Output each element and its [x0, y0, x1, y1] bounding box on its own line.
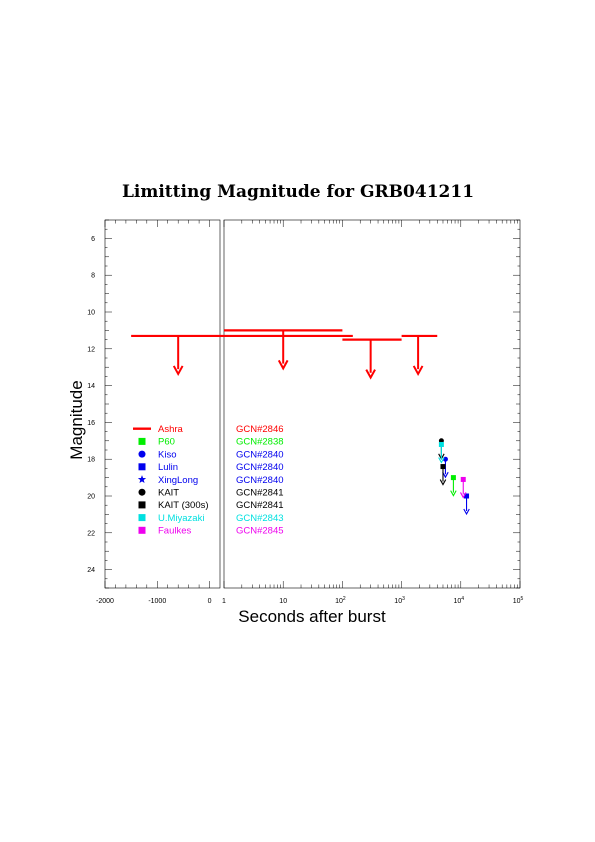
legend-marker: [138, 450, 146, 458]
legend: Ashra GCN#2846 P60 GCN#2838 Kiso GCN#2840 Luli…: [133, 424, 284, 537]
x-log-tick-label: 104: [454, 596, 465, 605]
legend-series-name: KAIT (300s): [158, 500, 209, 511]
data-point: [438, 441, 444, 447]
y-axis-title: Magnitude: [67, 380, 86, 459]
legend-marker: [137, 475, 147, 484]
x-log-tick-label: 103: [394, 596, 405, 605]
y-tick-label: 18: [87, 457, 95, 464]
legend-marker: [138, 501, 146, 509]
ashra-limit-arrow-head: [365, 369, 376, 380]
legend-series-ref: GCN#2841: [236, 488, 284, 499]
x-log-tick-base: 10: [335, 598, 343, 605]
x-tick-label: -2000: [96, 598, 114, 605]
ashra-limit-arrow-head: [412, 365, 424, 376]
legend-series-ref: GCN#2838: [236, 437, 284, 448]
y-tick-label: 8: [91, 273, 95, 280]
legend-series-ref: GCN#2840: [236, 462, 284, 473]
y-tick-label: 20: [87, 494, 95, 501]
legend-series-ref: GCN#2846: [236, 424, 284, 435]
legend-marker: [138, 526, 146, 534]
legend-series-ref: GCN#2843: [236, 513, 284, 524]
legend-series-ref: GCN#2840: [236, 475, 284, 486]
y-tick-label: 6: [91, 236, 95, 243]
x-log-tick-exponent: 5: [521, 596, 524, 602]
legend-series-ref: GCN#2840: [236, 449, 284, 460]
y-tick-label: 10: [87, 310, 95, 317]
x-log-tick-exponent: 3: [402, 596, 405, 602]
limit-arrow-head: [438, 457, 445, 464]
y-tick-label: 16: [87, 420, 95, 427]
ashra-limit-arrow-head: [172, 365, 184, 376]
ashra-limit-arrow-head: [277, 359, 289, 371]
legend-series-name: U.Miyazaki: [158, 513, 204, 524]
legend-series-name: Lulin: [158, 462, 178, 473]
x-log-tick-label: 105: [513, 596, 524, 605]
data-point: [450, 475, 456, 481]
legend-series-name: P60: [158, 437, 175, 448]
x-log-tick-label: 10: [279, 598, 287, 605]
y-tick-label: 22: [87, 530, 95, 537]
data-point: [440, 464, 446, 470]
x-log-tick-label: 1: [222, 598, 226, 605]
x-log-tick-base: 10: [279, 598, 287, 605]
legend-series-name: XingLong: [158, 475, 198, 486]
x-log-tick-base: 10: [513, 598, 521, 605]
legend-marker: [138, 488, 146, 496]
x-tick-label: 0: [208, 598, 212, 605]
data-point: [464, 493, 470, 499]
legend-series-name: Faulkes: [158, 526, 192, 537]
y-tick-label: 12: [87, 346, 95, 353]
legend-marker: [138, 514, 146, 522]
x-log-tick-exponent: 2: [343, 596, 346, 602]
x-log-tick-exponent: 4: [461, 596, 464, 602]
legend-marker: [138, 463, 146, 471]
legend-series-ref: GCN#2845: [236, 526, 284, 537]
x-log-tick-base: 1: [222, 598, 226, 605]
legend-series-ref: GCN#2841: [236, 500, 284, 511]
x-log-tick-base: 10: [454, 598, 462, 605]
limit-arrow-head: [460, 492, 467, 499]
y-tick-label: 24: [87, 567, 95, 574]
legend-series-name: Ashra: [158, 424, 184, 435]
y-tick-label: 14: [87, 383, 95, 390]
x-axis-title: Seconds after burst: [238, 607, 386, 626]
chart-title: Limitting Magnitude for GRB041211: [122, 182, 474, 202]
data-point: [460, 476, 466, 482]
x-log-tick-label: 102: [335, 596, 346, 605]
limit-arrow-head: [439, 479, 447, 486]
legend-series-name: Kiso: [158, 449, 176, 460]
x-tick-label: -1000: [148, 598, 166, 605]
limit-arrow-head: [463, 508, 470, 516]
legend-series-name: KAIT: [158, 488, 179, 499]
limit-arrow-head: [442, 471, 449, 479]
legend-marker: [138, 437, 146, 445]
x-log-tick-base: 10: [394, 598, 402, 605]
limit-arrow-head: [450, 490, 457, 497]
data-marks: [131, 329, 470, 516]
